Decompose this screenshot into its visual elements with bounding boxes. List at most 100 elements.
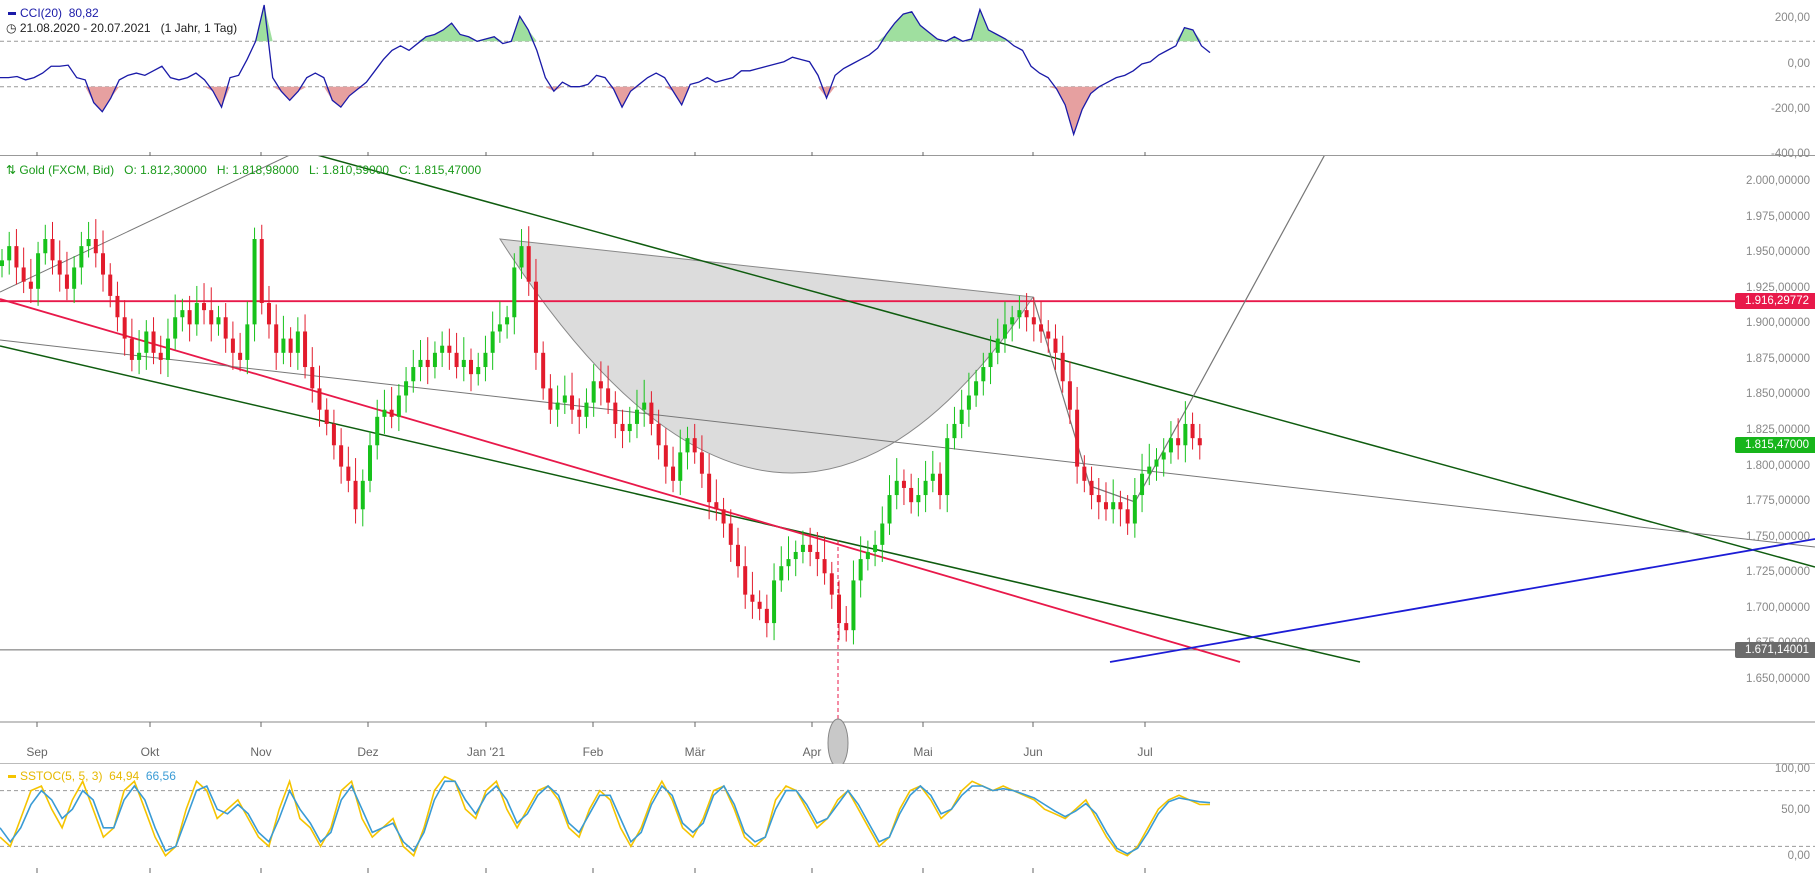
candle-body [173,317,178,339]
candle-body [699,452,704,474]
candle-body [656,423,661,446]
candle-body [483,352,488,368]
cup-pattern-shape [499,238,1034,474]
price-axis-label: 1.775,00000 [1746,495,1810,508]
candle-body [216,317,221,325]
candle-body [180,310,185,318]
candle-body [1031,317,1036,325]
candle-body [115,295,120,318]
month-label: Dez [357,745,379,759]
channel-upper-line [317,156,1815,568]
cci-name: CCI(20) [20,6,63,20]
grey-diagonal-left [0,156,289,293]
candle-body [786,559,791,567]
month-label: Jun [1023,745,1043,759]
candle-body [873,544,878,552]
candle-body [837,594,842,624]
grey-trend-line [0,339,1815,548]
price-axis-label: 1.700,00000 [1746,601,1810,614]
candle-body [490,331,495,353]
candle-body [1197,438,1202,446]
candle-body [303,331,308,368]
price-axis-label: 1.950,00000 [1746,246,1810,259]
candle-body [1089,480,1094,496]
month-label: Mär [684,745,706,759]
candle-body [800,544,805,552]
candle-body [851,580,856,631]
month-label: Feb [582,745,604,759]
candle-body [1067,381,1072,410]
candle-body [476,367,481,375]
stoch-legend: SSTOC(5, 5, 3) 64,94 66,56 [8,769,176,783]
candle-body [418,359,423,368]
candle-body [137,352,142,360]
candle-body [880,523,885,545]
price-axis-label: 1.725,00000 [1746,566,1810,579]
month-label: Apr [802,745,822,759]
candle-body [541,352,546,389]
candle-body [995,338,1000,353]
candle-body [187,310,192,325]
candle-body [1161,452,1166,460]
candle-body [194,303,199,325]
candle-body [331,423,336,446]
price-axis-label: 1.875,00000 [1746,352,1810,365]
price-axis-label: 1.800,00000 [1746,459,1810,472]
candle-body [1125,509,1130,524]
candle-body [202,303,207,311]
candle-body [721,509,726,524]
candle-body [584,402,589,417]
candle-body [36,253,41,289]
price-plot [0,156,1815,764]
candle-body [1010,317,1015,325]
month-label: Okt [140,745,160,759]
candle-icon: ⇅ [6,163,17,177]
candle-body [50,239,55,261]
candle-body [440,345,445,353]
cci-positive-fill [255,4,1202,42]
candle-body [930,473,935,481]
candle-body [555,402,560,410]
candle-body [570,395,575,410]
candle-body [144,331,149,353]
price-panel[interactable]: ⇅ Gold (FXCM, Bid) O: 1.812,30000 H: 1.8… [0,156,1815,764]
cci-value: 80,82 [68,6,99,20]
month-label: Nov [250,745,272,759]
candle-body [577,409,582,417]
ohlc-high: H: 1.818,98000 [216,163,299,177]
candle-body [988,352,993,368]
candle-body [382,409,387,417]
candle-body [591,381,596,403]
stoch-panel[interactable]: SSTOC(5, 5, 3) 64,94 66,56 100,00 50,00 … [0,763,1815,873]
candle-body [266,303,271,325]
candle-body [389,409,394,417]
price-tag: 1.671,14001 [1735,641,1815,658]
candle-body [779,566,784,581]
candle-body [981,367,986,382]
cci-legend: CCI(20) 80,82 [8,6,99,20]
candle-body [151,331,156,353]
candle-body [360,480,365,510]
candle-body [685,438,690,453]
cci-negative-fill [85,86,1100,135]
candle-body [7,246,12,261]
candle-body [663,445,668,467]
date-range-legend: ◷ 21.08.2020 - 20.07.2021 (1 Jahr, 1 Tag… [6,21,237,35]
candle-body [1190,423,1195,439]
cci-color-swatch [8,12,16,16]
event-marker [827,718,849,764]
cci-panel[interactable]: CCI(20) 80,82 ◷ 21.08.2020 - 20.07.2021 … [0,0,1815,160]
candle-body [158,352,163,360]
stoch-k-line [0,775,1210,858]
candle-body [938,473,943,496]
price-axis-label: 1.900,00000 [1746,317,1810,330]
candle-body [829,573,834,595]
candle-body [678,452,683,481]
candle-body [505,317,510,325]
candle-body [757,601,762,609]
candle-body [772,580,777,624]
candle-body [101,253,106,275]
candle-body [562,395,567,403]
clock-icon: ◷ [6,21,17,35]
candle-body [57,260,62,275]
